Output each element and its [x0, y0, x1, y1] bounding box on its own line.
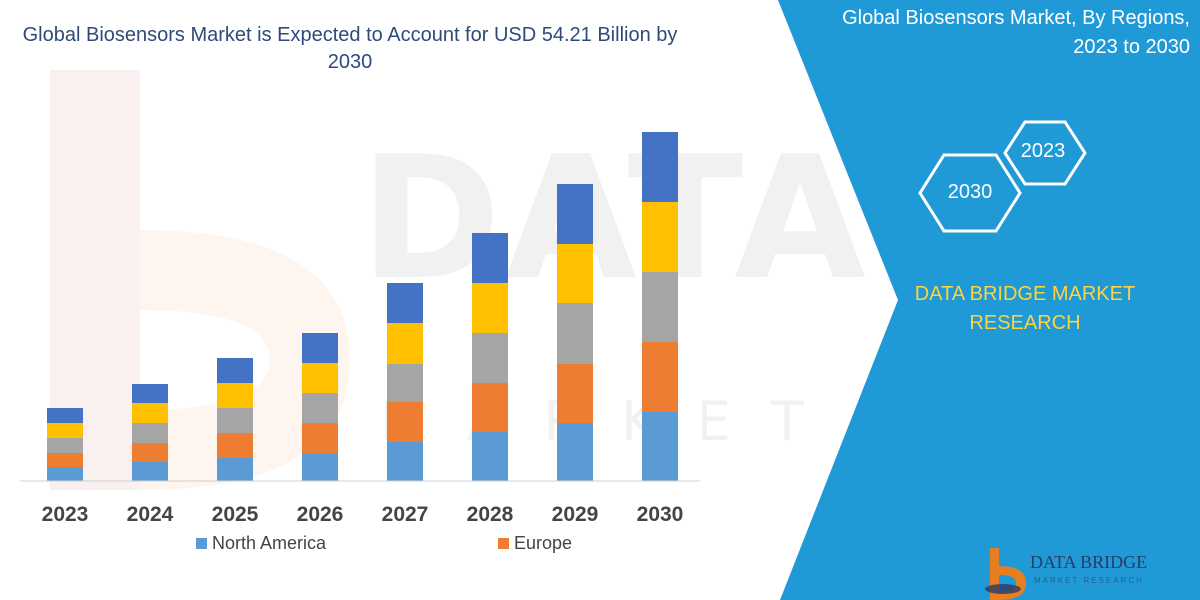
bar-2030-series-1: [642, 412, 678, 481]
legend-swatch-1: [196, 538, 207, 549]
bar-2025-series-5: [217, 358, 253, 383]
bar-2023-series-5: [47, 408, 83, 423]
bar-2027-series-1: [387, 442, 423, 481]
x-tick-label-2024: 2024: [127, 503, 174, 526]
data-bridge-logo-icon: [985, 548, 1026, 600]
hexagon-2030-label: 2030: [947, 181, 993, 203]
bar-2023-series-4: [47, 423, 83, 438]
legend: North America Europe: [196, 533, 572, 553]
bar-2024-series-2: [132, 443, 168, 462]
panel-title-line1: Global Biosensors Market, By Regions,: [842, 7, 1190, 29]
bar-2029-series-4: [557, 244, 593, 303]
bar-2030-series-3: [642, 272, 678, 342]
bar-2024-series-3: [132, 423, 168, 443]
bar-2023-series-1: [47, 467, 83, 481]
bar-2028-series-4: [472, 283, 508, 333]
bars-layer: [47, 132, 678, 481]
panel-title: Global Biosensors Market, By Regions, 20…: [790, 4, 1190, 62]
bar-2024-series-4: [132, 403, 168, 423]
bar-2030-series-2: [642, 342, 678, 412]
bar-2023-series-3: [47, 438, 83, 453]
logo-name: DATA BRIDGE: [1030, 552, 1148, 572]
x-tick-label-2027: 2027: [382, 503, 429, 526]
chart-title: Global Biosensors Market is Expected to …: [22, 24, 678, 73]
legend-label-2: Europe: [514, 533, 572, 553]
bar-2029-series-3: [557, 303, 593, 364]
bar-2026-series-4: [302, 363, 338, 393]
bar-2030-series-5: [642, 132, 678, 202]
bar-2028-series-2: [472, 383, 508, 432]
bar-2026-series-5: [302, 333, 338, 363]
legend-label-1: North America: [212, 533, 327, 553]
hexagon-2023-label: 2023: [1020, 140, 1066, 162]
bar-2027-series-4: [387, 323, 423, 364]
bar-2029-series-2: [557, 364, 593, 423]
bar-2027-series-3: [387, 364, 423, 402]
stacked-bar-chart: 2023 2024 2025 2026 2027 2028 2029 2030 North A…: [20, 132, 700, 553]
bar-2027-series-5: [387, 283, 423, 323]
bar-2026-series-1: [302, 453, 338, 481]
bar-2028-series-1: [472, 432, 508, 481]
x-tick-label-2028: 2028: [467, 503, 514, 526]
x-tick-labels: 2023 2024 2025 2026 2027 2028 2029 2030: [42, 503, 684, 526]
bar-2023-series-2: [47, 453, 83, 467]
legend-swatch-2: [498, 538, 509, 549]
logo-subtitle: MARKET RESEARCH: [1034, 576, 1144, 585]
panel-title-line2: 2023 to 2030: [1073, 36, 1190, 58]
brand-text: DATA BRIDGE MARKET RESEARCH: [900, 280, 1150, 338]
bar-2029-series-1: [557, 423, 593, 481]
bar-2029-series-5: [557, 184, 593, 244]
bar-2030-series-4: [642, 202, 678, 272]
x-tick-label-2026: 2026: [297, 503, 344, 526]
brand-line2: RESEARCH: [969, 312, 1081, 334]
bar-2024-series-1: [132, 462, 168, 481]
bar-2026-series-3: [302, 393, 338, 423]
bar-2024-series-5: [132, 384, 168, 403]
bar-2025-series-4: [217, 383, 253, 408]
x-tick-label-2023: 2023: [42, 503, 89, 526]
brand-line1: DATA BRIDGE MARKET: [914, 283, 1136, 305]
x-tick-label-2025: 2025: [212, 503, 259, 526]
x-tick-label-2030: 2030: [637, 503, 684, 526]
bar-2026-series-2: [302, 423, 338, 453]
source-line: [28, 592, 728, 600]
bar-2025-series-3: [217, 408, 253, 433]
bar-2027-series-2: [387, 402, 423, 442]
bar-2025-series-1: [217, 458, 253, 481]
bar-2025-series-2: [217, 433, 253, 458]
bar-2028-series-3: [472, 333, 508, 383]
x-tick-label-2029: 2029: [552, 503, 599, 526]
bar-2028-series-5: [472, 233, 508, 283]
